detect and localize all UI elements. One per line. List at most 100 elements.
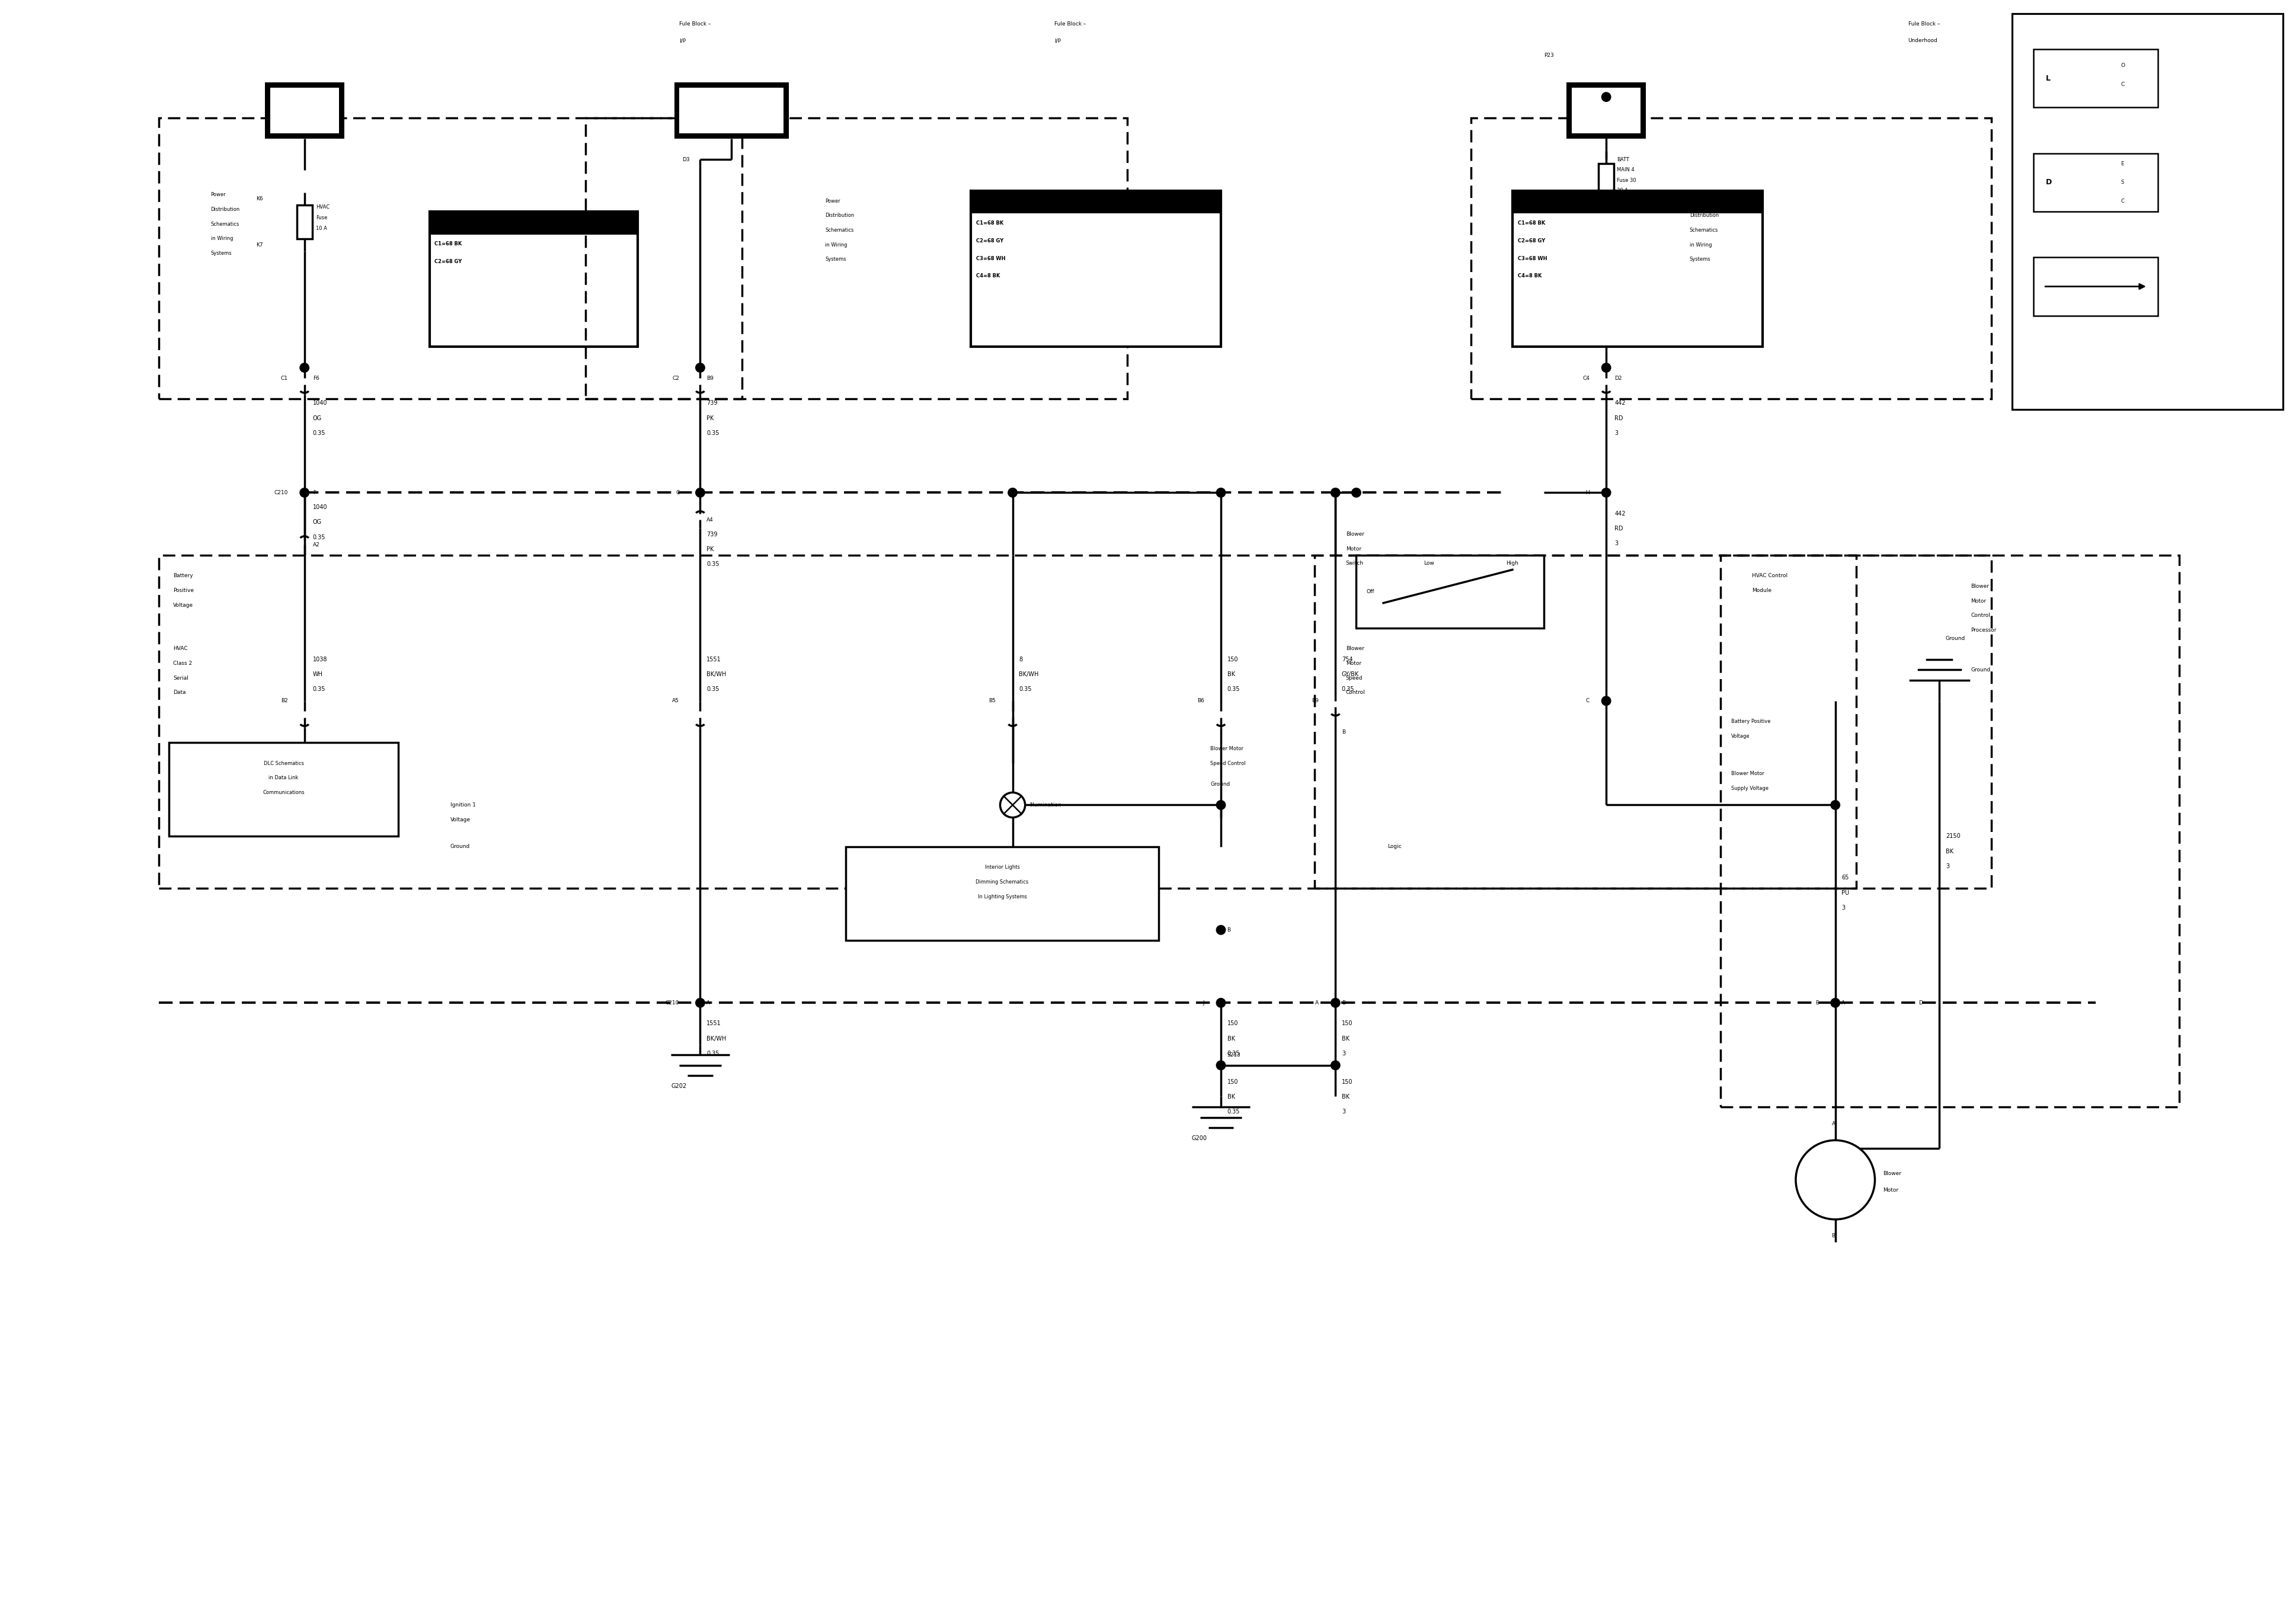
Text: B5: B5 bbox=[990, 699, 996, 704]
Text: Ground: Ground bbox=[450, 844, 471, 850]
Text: Motor: Motor bbox=[1883, 1188, 1899, 1193]
Text: D3: D3 bbox=[682, 156, 689, 163]
Bar bbox=[1513, 190, 1763, 214]
Bar bbox=[680, 87, 783, 134]
Text: C2=68 GY: C2=68 GY bbox=[1518, 238, 1545, 243]
Text: DLC Schematics: DLC Schematics bbox=[264, 760, 303, 766]
Text: K7: K7 bbox=[255, 242, 262, 248]
Text: 150: 150 bbox=[1226, 1079, 1238, 1085]
Circle shape bbox=[1332, 998, 1341, 1008]
Text: 65: 65 bbox=[1841, 874, 1848, 881]
Bar bbox=[296, 204, 312, 238]
Text: BK/WH: BK/WH bbox=[707, 671, 726, 678]
Text: I/P: I/P bbox=[680, 39, 687, 43]
Text: HVAC: HVAC bbox=[172, 646, 188, 652]
Text: C4: C4 bbox=[1582, 375, 1589, 382]
Circle shape bbox=[1217, 1061, 1226, 1071]
Text: Dimming Schematics: Dimming Schematics bbox=[976, 879, 1029, 886]
Bar bbox=[1720, 555, 2179, 1108]
Text: P23: P23 bbox=[1545, 53, 1554, 58]
Text: BK/WH: BK/WH bbox=[707, 1035, 726, 1042]
Circle shape bbox=[301, 364, 310, 372]
Text: C: C bbox=[1587, 699, 1589, 704]
Circle shape bbox=[1332, 488, 1341, 497]
Text: BK: BK bbox=[1945, 848, 1954, 855]
Text: in Wiring: in Wiring bbox=[211, 237, 232, 242]
Text: 1040: 1040 bbox=[312, 401, 328, 406]
Text: B6: B6 bbox=[1196, 699, 1203, 704]
Text: Communications: Communications bbox=[262, 791, 305, 795]
Text: 3: 3 bbox=[1341, 1051, 1345, 1056]
Bar bbox=[170, 742, 397, 836]
Text: A5: A5 bbox=[673, 699, 680, 704]
Text: C2=68 GY: C2=68 GY bbox=[976, 238, 1003, 243]
Text: Module: Module bbox=[1752, 588, 1773, 592]
Bar bbox=[429, 211, 638, 235]
Bar bbox=[2034, 153, 2158, 211]
Text: 3: 3 bbox=[1945, 863, 1949, 869]
Text: BK: BK bbox=[1226, 1093, 1235, 1100]
Text: OG: OG bbox=[312, 520, 321, 525]
Bar bbox=[2034, 48, 2158, 108]
Text: Voltage: Voltage bbox=[1731, 734, 1750, 739]
Bar bbox=[1598, 164, 1614, 196]
Text: PU: PU bbox=[1841, 890, 1848, 895]
Text: 739: 739 bbox=[707, 401, 716, 406]
Text: 3: 3 bbox=[1614, 430, 1619, 436]
Text: Speed Control: Speed Control bbox=[1210, 760, 1247, 766]
Text: Voltage: Voltage bbox=[450, 816, 471, 823]
Text: K6: K6 bbox=[255, 196, 262, 201]
Text: Positive: Positive bbox=[172, 588, 193, 592]
Text: C4=8 BK: C4=8 BK bbox=[976, 274, 1001, 279]
Text: RD: RD bbox=[1614, 415, 1623, 422]
Text: Distribution: Distribution bbox=[824, 213, 854, 219]
Text: Class 2: Class 2 bbox=[172, 660, 193, 667]
Text: 442: 442 bbox=[1614, 401, 1626, 406]
Text: G202: G202 bbox=[670, 1084, 687, 1088]
Bar bbox=[1566, 82, 1646, 138]
Text: A2: A2 bbox=[312, 543, 319, 547]
Text: C4=8 BK: C4=8 BK bbox=[1518, 274, 1541, 279]
Text: C3=68 WH: C3=68 WH bbox=[1518, 256, 1548, 261]
Text: B9: B9 bbox=[707, 375, 714, 382]
Circle shape bbox=[1217, 998, 1226, 1008]
Text: 3: 3 bbox=[1841, 905, 1846, 911]
Bar bbox=[271, 87, 340, 134]
Circle shape bbox=[1217, 488, 1226, 497]
Text: BK: BK bbox=[1226, 671, 1235, 678]
Text: BK: BK bbox=[1341, 1035, 1350, 1042]
Text: L: L bbox=[2046, 74, 2050, 82]
Bar bbox=[429, 211, 638, 346]
Bar bbox=[158, 118, 742, 399]
Text: BK: BK bbox=[1341, 1093, 1350, 1100]
Text: D2: D2 bbox=[1614, 375, 1621, 382]
Text: Schematics: Schematics bbox=[211, 221, 239, 227]
Text: Off: Off bbox=[1366, 589, 1375, 594]
Text: P22: P22 bbox=[1545, 198, 1554, 204]
Text: A: A bbox=[707, 1000, 709, 1006]
Text: Control: Control bbox=[1970, 613, 1991, 618]
Text: D: D bbox=[2046, 179, 2053, 187]
Text: Ignition 1: Ignition 1 bbox=[450, 802, 475, 808]
Text: A: A bbox=[1316, 1000, 1318, 1006]
Text: F: F bbox=[312, 489, 317, 496]
Text: in Wiring: in Wiring bbox=[824, 242, 847, 248]
Text: RUN/START: RUN/START bbox=[703, 106, 760, 114]
Text: Blower Motor: Blower Motor bbox=[1731, 771, 1763, 776]
Circle shape bbox=[1008, 488, 1017, 497]
Text: 0.35: 0.35 bbox=[707, 562, 719, 567]
Text: 0.35: 0.35 bbox=[1226, 1051, 1240, 1056]
Text: 1038: 1038 bbox=[312, 657, 328, 662]
Circle shape bbox=[1830, 800, 1839, 810]
Text: I/P: I/P bbox=[1054, 39, 1061, 43]
Text: Ground: Ground bbox=[1210, 781, 1231, 787]
Text: 3: 3 bbox=[1341, 1109, 1345, 1114]
Text: 442: 442 bbox=[1614, 510, 1626, 517]
Text: Schematics: Schematics bbox=[824, 227, 854, 233]
Text: E: E bbox=[2122, 161, 2124, 166]
Text: B2: B2 bbox=[280, 699, 287, 704]
Text: E: E bbox=[1816, 1000, 1818, 1006]
Text: A: A bbox=[1841, 1000, 1846, 1006]
Text: 10 A: 10 A bbox=[700, 134, 712, 138]
Text: B: B bbox=[1832, 1233, 1835, 1238]
